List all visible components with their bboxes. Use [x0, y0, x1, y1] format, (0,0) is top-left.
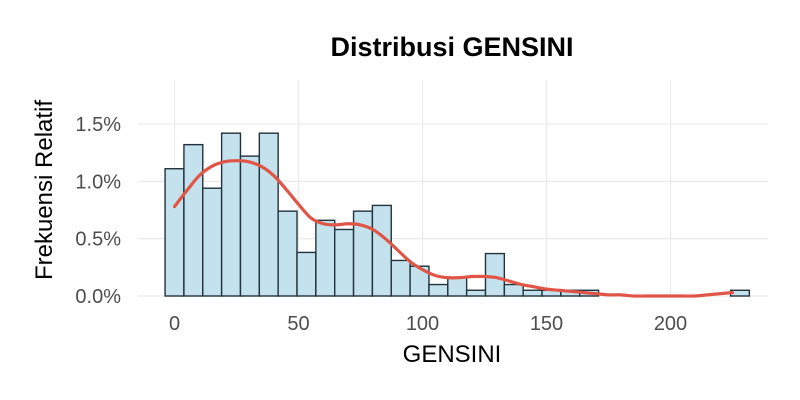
y-axis-title: Frekuensi Relatif: [31, 100, 58, 280]
histogram-bar: [164, 168, 185, 297]
density-curve: [172, 159, 735, 298]
y-tick-label: 1.5%: [75, 114, 121, 136]
histogram-bars: [164, 132, 751, 297]
x-tick-label: 150: [530, 313, 563, 335]
x-tick-label: 200: [654, 313, 687, 335]
y-tick-label: 1.0%: [75, 171, 121, 193]
chart-title: Distribusi GENSINI: [330, 32, 573, 62]
histogram-bar: [503, 283, 524, 297]
histogram-bar: [484, 252, 506, 297]
histogram-bar: [258, 132, 279, 297]
histogram-bar: [371, 204, 392, 297]
x-tick-label: 50: [287, 313, 309, 335]
x-axis-title: GENSINI: [403, 341, 502, 368]
x-axis-tick-labels: 0 50 100 150 200: [169, 313, 687, 335]
histogram-bar: [447, 276, 468, 297]
histogram-bar: [220, 132, 242, 297]
histogram-bar: [202, 187, 223, 297]
histogram-bar: [465, 289, 487, 297]
histogram-bar: [334, 228, 355, 297]
y-tick-label: 0.5%: [75, 229, 121, 251]
y-axis-tick-labels: 0.0% 0.5% 1.0% 1.5%: [75, 114, 121, 308]
x-tick-label: 0: [169, 313, 180, 335]
histogram-bar: [315, 219, 336, 297]
histogram-bar: [277, 210, 298, 297]
histogram-bar: [390, 259, 411, 297]
histogram-bar: [522, 289, 543, 297]
histogram-bar: [296, 251, 317, 297]
histogram-bar: [239, 155, 261, 297]
y-tick-label: 0.0%: [75, 286, 121, 308]
x-tick-label: 100: [406, 313, 439, 335]
histogram-bar: [183, 143, 204, 297]
histogram-bar: [428, 283, 449, 297]
